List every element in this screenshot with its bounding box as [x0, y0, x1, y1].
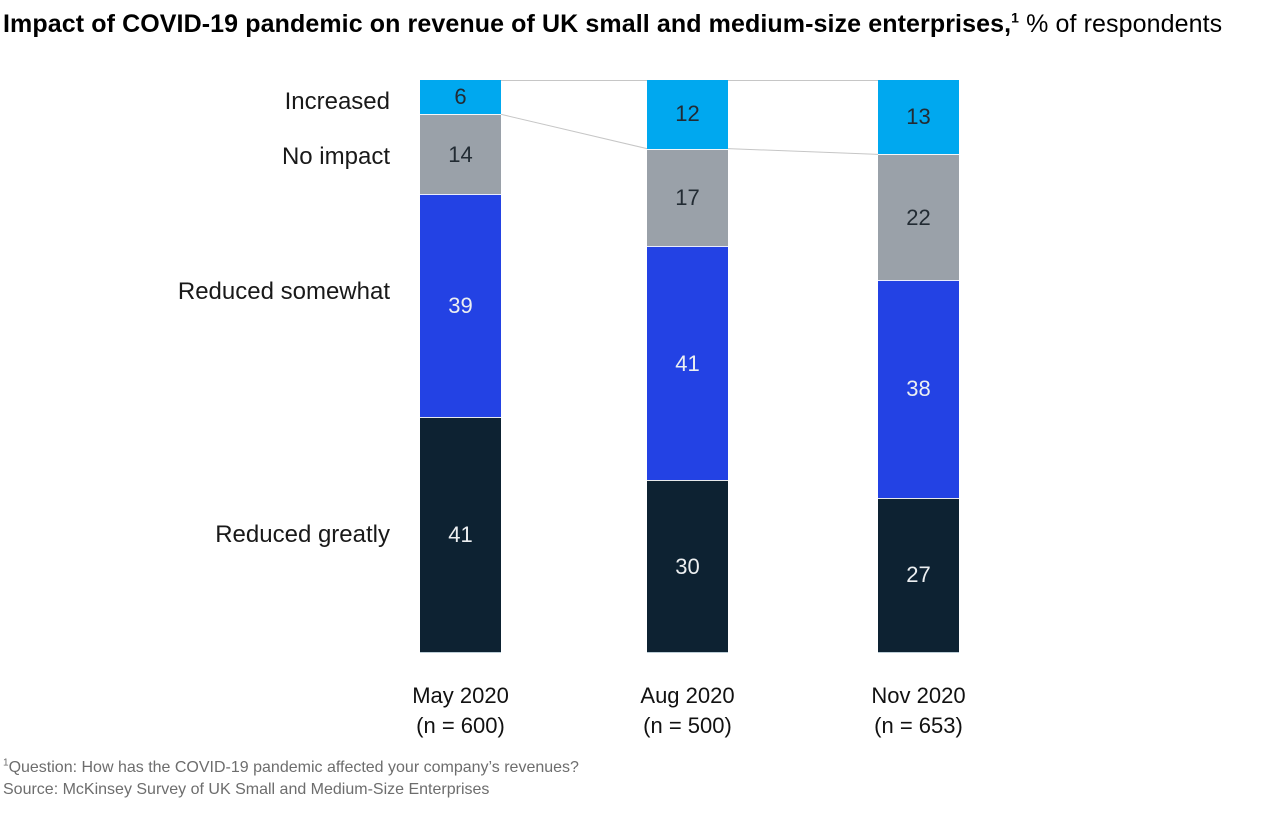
connector-line [727, 148, 879, 155]
segment-reduced-somewhat-may-2020: 39 [420, 194, 501, 418]
chart-title-main: Impact of COVID-19 pandemic on revenue o… [3, 10, 1012, 38]
segment-value-label: 14 [448, 141, 473, 167]
segment-reduced-greatly-nov-2020: 27 [878, 497, 959, 652]
segment-no-impact-may-2020: 14 [420, 114, 501, 195]
series-label-increased: Increased [284, 88, 390, 115]
segment-value-label: 22 [906, 204, 931, 230]
x-axis-label-period: Nov 2020 [871, 683, 966, 708]
segment-value-label: 12 [675, 101, 700, 127]
x-axis-label-nov-2020: Nov 2020 (n = 653) [871, 681, 965, 741]
segment-reduced-greatly-aug-2020: 30 [647, 480, 728, 652]
chart-title: Impact of COVID-19 pandemic on revenue o… [3, 9, 1222, 39]
segment-value-label: 27 [906, 562, 931, 588]
bar-nov-2020: 13 22 38 27 [878, 80, 959, 652]
footnote-source: Source: McKinsey Survey of UK Small and … [3, 781, 490, 798]
segment-increased-nov-2020: 13 [878, 80, 959, 155]
bar-aug-2020: 12 17 41 30 [647, 80, 728, 652]
segment-reduced-greatly-may-2020: 41 [420, 417, 501, 652]
bar-may-2020: 6 14 39 41 [420, 80, 501, 652]
x-axis-label-period: Aug 2020 [640, 683, 735, 708]
series-label-reduced-somewhat: Reduced somewhat [177, 278, 390, 305]
x-axis-label-sample-size: (n = 600) [416, 713, 505, 738]
segment-reduced-somewhat-aug-2020: 41 [647, 245, 728, 481]
connector-line [500, 113, 648, 150]
segment-value-label: 30 [675, 553, 700, 579]
chart-title-unit: % of respondents [1019, 10, 1223, 38]
segment-no-impact-aug-2020: 17 [647, 148, 728, 246]
segment-value-label: 41 [448, 522, 473, 548]
segment-increased-may-2020: 6 [420, 80, 501, 115]
segment-increased-aug-2020: 12 [647, 80, 728, 149]
title-footnote-marker: 1 [1011, 9, 1020, 26]
x-axis-label-period: May 2020 [412, 683, 509, 708]
x-axis-label-sample-size: (n = 500) [643, 713, 732, 738]
segment-no-impact-nov-2020: 22 [878, 154, 959, 281]
footnotes: 1Question: How has the COVID-19 pandemic… [3, 757, 579, 801]
segment-value-label: 17 [675, 184, 700, 210]
x-axis-label-may-2020: May 2020 (n = 600) [412, 681, 509, 741]
segment-value-label: 6 [454, 84, 467, 110]
segment-value-label: 38 [906, 376, 931, 402]
segment-reduced-somewhat-nov-2020: 38 [878, 280, 959, 498]
segment-value-label: 13 [906, 104, 931, 130]
segment-value-label: 41 [675, 350, 700, 376]
footnote-question-marker: 1 [3, 757, 9, 769]
segment-value-label: 39 [448, 293, 473, 319]
footnote-question-text: Question: How has the COVID-19 pandemic … [8, 759, 579, 776]
x-axis-label-sample-size: (n = 653) [874, 713, 963, 738]
series-label-reduced-greatly: Reduced greatly [215, 521, 390, 548]
series-label-no-impact: No impact [281, 143, 390, 170]
x-axis-label-aug-2020: Aug 2020 (n = 500) [640, 681, 734, 741]
footnote-question: 1Question: How has the COVID-19 pandemic… [3, 757, 579, 779]
